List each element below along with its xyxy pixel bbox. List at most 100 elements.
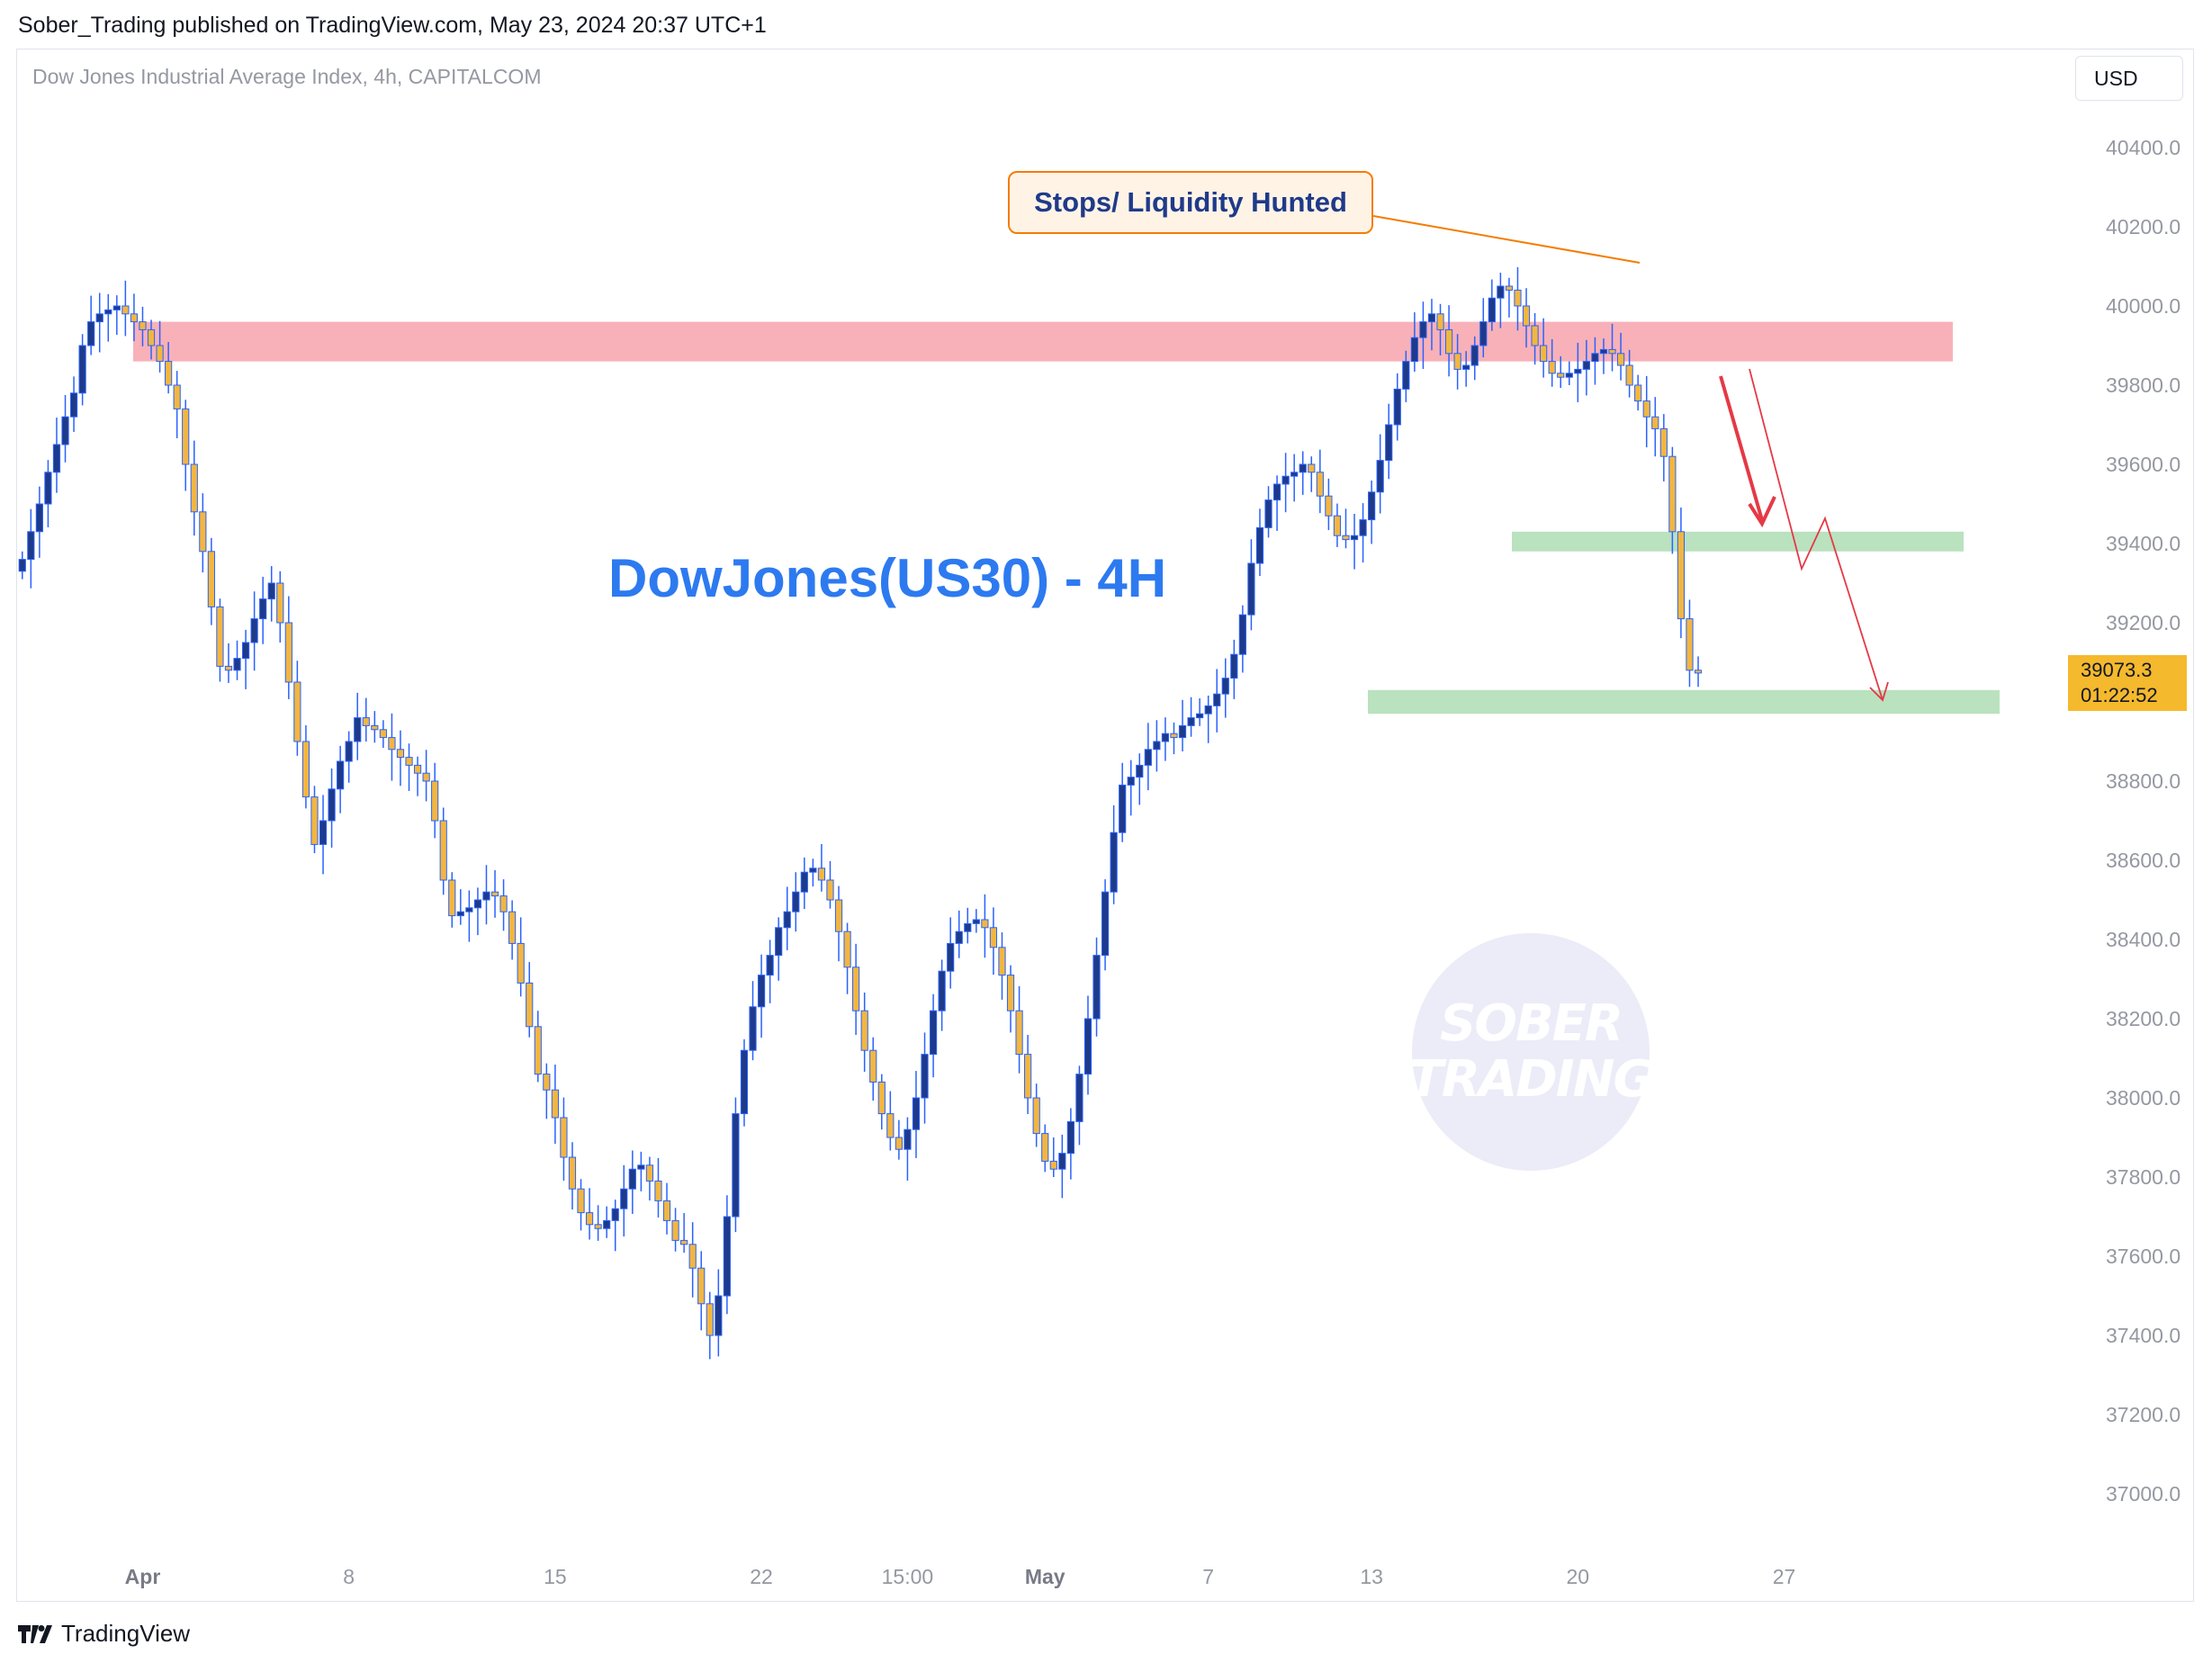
candle-body: [259, 598, 267, 620]
y-tick-label: 37200.0: [2106, 1403, 2181, 1426]
down-arrow-bold-head: [1748, 496, 1776, 528]
candle-body: [1694, 670, 1703, 674]
candle-body: [1144, 749, 1152, 766]
candle-body: [1419, 321, 1427, 338]
zones-layer: [133, 321, 2000, 715]
candle-body: [267, 582, 275, 600]
candle-body: [1308, 463, 1316, 473]
x-tick-label: May: [1025, 1565, 1066, 1588]
candle-body: [224, 665, 233, 671]
candle-body: [1196, 713, 1204, 719]
candle-body: [1127, 777, 1135, 786]
y-tick-label: 40200.0: [2106, 215, 2181, 238]
y-tick-label: 40000.0: [2106, 294, 2181, 318]
candle-body: [740, 1049, 749, 1115]
candle-body: [706, 1303, 714, 1336]
candle-body: [1668, 455, 1677, 533]
arrows-layer: [1719, 368, 1889, 702]
last-price-tag: 39073.3 01:22:52: [2068, 655, 2187, 711]
candle-body: [396, 749, 405, 759]
candle-body: [1066, 1120, 1075, 1155]
candle-body: [1548, 361, 1556, 374]
x-tick-label: 22: [750, 1565, 773, 1588]
candle-body: [680, 1239, 688, 1245]
candle-body: [1514, 289, 1522, 307]
candle-body: [1625, 364, 1633, 386]
candle-body: [1462, 364, 1470, 370]
candle-body: [1505, 285, 1514, 291]
x-tick-label: 7: [1202, 1565, 1214, 1588]
watermark-line-2: TRADING: [1408, 1050, 1655, 1109]
candle-body: [1006, 975, 1015, 1011]
candle-body: [27, 531, 35, 561]
x-tick-label: 15: [544, 1565, 567, 1588]
candle-body: [1634, 384, 1642, 402]
candle-body: [173, 384, 181, 409]
candle-body: [921, 1054, 929, 1099]
candle-body: [499, 895, 508, 912]
candle-body: [345, 741, 353, 762]
candle-body: [1376, 460, 1384, 493]
candle-body: [1427, 313, 1436, 323]
y-tick-label: 39200.0: [2106, 611, 2181, 634]
candle-body: [293, 681, 301, 742]
candle-body: [998, 947, 1006, 976]
sober-trading-watermark: SOBER TRADING: [1408, 933, 1655, 1171]
candle-body: [749, 1006, 757, 1051]
candle-body: [620, 1188, 628, 1209]
candle-body: [715, 1295, 723, 1336]
candle-body: [448, 879, 456, 917]
candle-body: [1642, 400, 1650, 418]
candle-body: [1238, 614, 1246, 655]
x-tick-label: 20: [1567, 1565, 1590, 1588]
candle-body: [310, 796, 319, 845]
candle-body: [1591, 353, 1599, 363]
callout-pointer: [1372, 215, 1641, 264]
candle-body: [723, 1216, 731, 1297]
candle-body: [69, 392, 78, 418]
candle-body: [1024, 1054, 1032, 1099]
candle-body: [947, 942, 955, 972]
candle-body: [139, 321, 147, 330]
candle-body: [860, 1010, 868, 1051]
candle-body: [1170, 733, 1178, 739]
candle-body: [611, 1208, 619, 1221]
candle-body: [543, 1074, 551, 1091]
candle-body: [577, 1188, 585, 1214]
candle-body: [78, 345, 86, 394]
candle-body: [662, 1200, 671, 1221]
candle-body: [1281, 475, 1290, 485]
candle-body: [156, 345, 164, 363]
candle-body: [1368, 491, 1376, 521]
liquidity-callout: Stops/ Liquidity Hunted: [1008, 171, 1373, 234]
candle-body: [792, 891, 800, 912]
candle-body: [852, 966, 860, 1011]
candle-body: [112, 305, 121, 310]
candle-body: [284, 622, 292, 683]
candle-body: [938, 970, 946, 1011]
candle-body: [817, 867, 826, 881]
candle-body: [328, 788, 336, 822]
candle-body: [1110, 832, 1118, 893]
currency-button[interactable]: USD: [2075, 56, 2183, 101]
publisher-header: Sober_Trading published on TradingView.c…: [18, 13, 767, 38]
tradingview-footer[interactable]: TradingView: [18, 1620, 190, 1648]
y-tick-label: 40400.0: [2106, 136, 2181, 159]
symbol-description: Dow Jones Industrial Average Index, 4h, …: [32, 65, 542, 88]
candle-body: [1497, 285, 1505, 299]
candle-body: [190, 463, 198, 513]
y-tick-label: 37600.0: [2106, 1245, 2181, 1268]
candle-body: [1264, 499, 1272, 528]
candle-body: [1136, 764, 1144, 778]
candle-body: [585, 1212, 594, 1226]
y-tick-label: 38000.0: [2106, 1086, 2181, 1110]
candle-body: [1041, 1133, 1049, 1162]
candle-body: [490, 891, 499, 897]
candle-body: [526, 982, 534, 1028]
candle-body: [1557, 373, 1565, 378]
tradingview-logo-icon: [18, 1624, 52, 1643]
candle-body: [379, 729, 387, 739]
time-axis: Apr 8 15 22 15:00 May 7 13 20 27: [125, 1565, 1796, 1588]
candle-body: [637, 1164, 645, 1170]
